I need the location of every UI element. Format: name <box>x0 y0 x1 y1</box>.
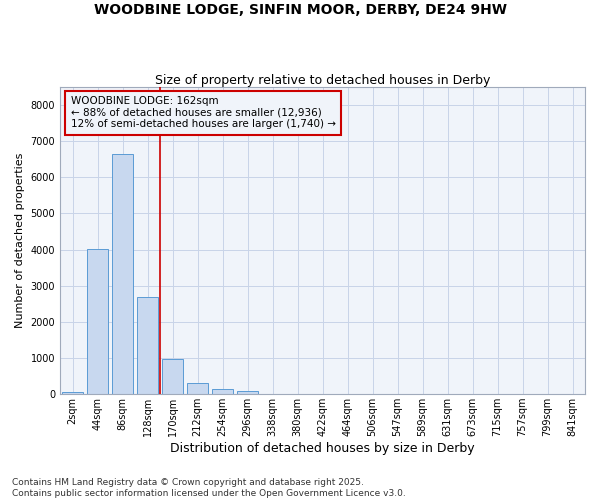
X-axis label: Distribution of detached houses by size in Derby: Distribution of detached houses by size … <box>170 442 475 455</box>
Bar <box>137 298 158 394</box>
Bar <box>212 390 233 394</box>
Y-axis label: Number of detached properties: Number of detached properties <box>15 153 25 328</box>
Bar <box>187 382 208 394</box>
Bar <box>87 249 108 394</box>
Text: WOODBINE LODGE, SINFIN MOOR, DERBY, DE24 9HW: WOODBINE LODGE, SINFIN MOOR, DERBY, DE24… <box>94 2 506 16</box>
Bar <box>237 390 258 394</box>
Bar <box>162 359 183 394</box>
Text: Contains HM Land Registry data © Crown copyright and database right 2025.
Contai: Contains HM Land Registry data © Crown c… <box>12 478 406 498</box>
Title: Size of property relative to detached houses in Derby: Size of property relative to detached ho… <box>155 74 490 87</box>
Text: WOODBINE LODGE: 162sqm
← 88% of detached houses are smaller (12,936)
12% of semi: WOODBINE LODGE: 162sqm ← 88% of detached… <box>71 96 335 130</box>
Bar <box>62 392 83 394</box>
Bar <box>112 154 133 394</box>
